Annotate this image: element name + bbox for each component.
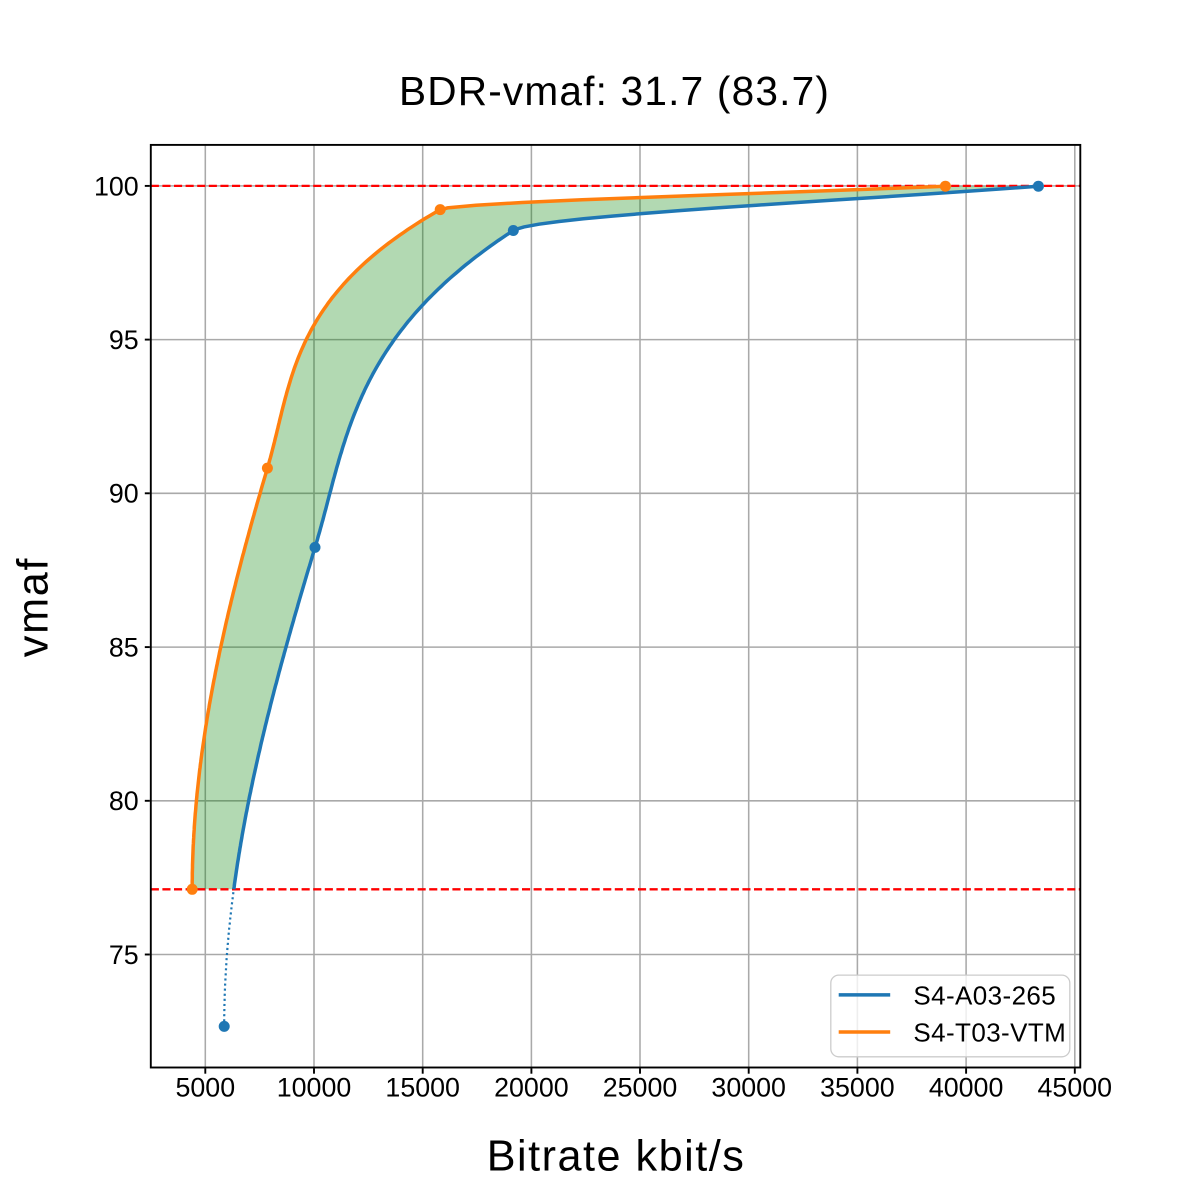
- svg-text:BDR-vmaf: 31.7 (83.7): BDR-vmaf: 31.7 (83.7): [399, 68, 830, 114]
- svg-text:15000: 15000: [385, 1072, 460, 1102]
- svg-text:20000: 20000: [494, 1072, 569, 1102]
- svg-text:S4-A03-265: S4-A03-265: [913, 980, 1056, 1010]
- svg-text:10000: 10000: [277, 1072, 352, 1102]
- svg-text:45000: 45000: [1038, 1072, 1113, 1102]
- svg-text:75: 75: [109, 940, 139, 970]
- svg-text:85: 85: [109, 633, 139, 663]
- svg-text:Bitrate kbit/s: Bitrate kbit/s: [487, 1132, 746, 1180]
- svg-text:100: 100: [94, 171, 139, 201]
- svg-text:90: 90: [109, 479, 139, 509]
- svg-text:95: 95: [109, 325, 139, 355]
- svg-text:80: 80: [109, 786, 139, 816]
- svg-text:40000: 40000: [929, 1072, 1004, 1102]
- svg-text:S4-T03-VTM: S4-T03-VTM: [913, 1017, 1066, 1047]
- svg-text:25000: 25000: [603, 1072, 678, 1102]
- svg-text:vmaf: vmaf: [10, 557, 58, 657]
- svg-text:30000: 30000: [711, 1072, 786, 1102]
- svg-text:5000: 5000: [175, 1072, 235, 1102]
- svg-text:35000: 35000: [820, 1072, 895, 1102]
